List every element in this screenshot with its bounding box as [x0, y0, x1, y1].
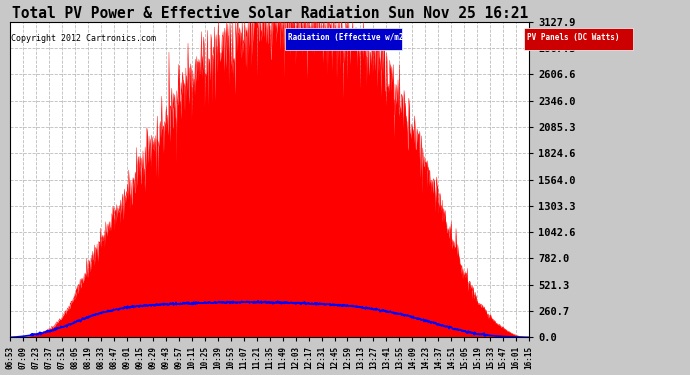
FancyBboxPatch shape	[285, 28, 402, 50]
Text: Copyright 2012 Cartronics.com: Copyright 2012 Cartronics.com	[10, 34, 155, 44]
Title: Total PV Power & Effective Solar Radiation Sun Nov 25 16:21: Total PV Power & Effective Solar Radiati…	[12, 6, 528, 21]
Text: Radiation (Effective w/m2): Radiation (Effective w/m2)	[288, 33, 408, 42]
FancyBboxPatch shape	[524, 28, 633, 50]
Text: PV Panels (DC Watts): PV Panels (DC Watts)	[526, 33, 619, 42]
